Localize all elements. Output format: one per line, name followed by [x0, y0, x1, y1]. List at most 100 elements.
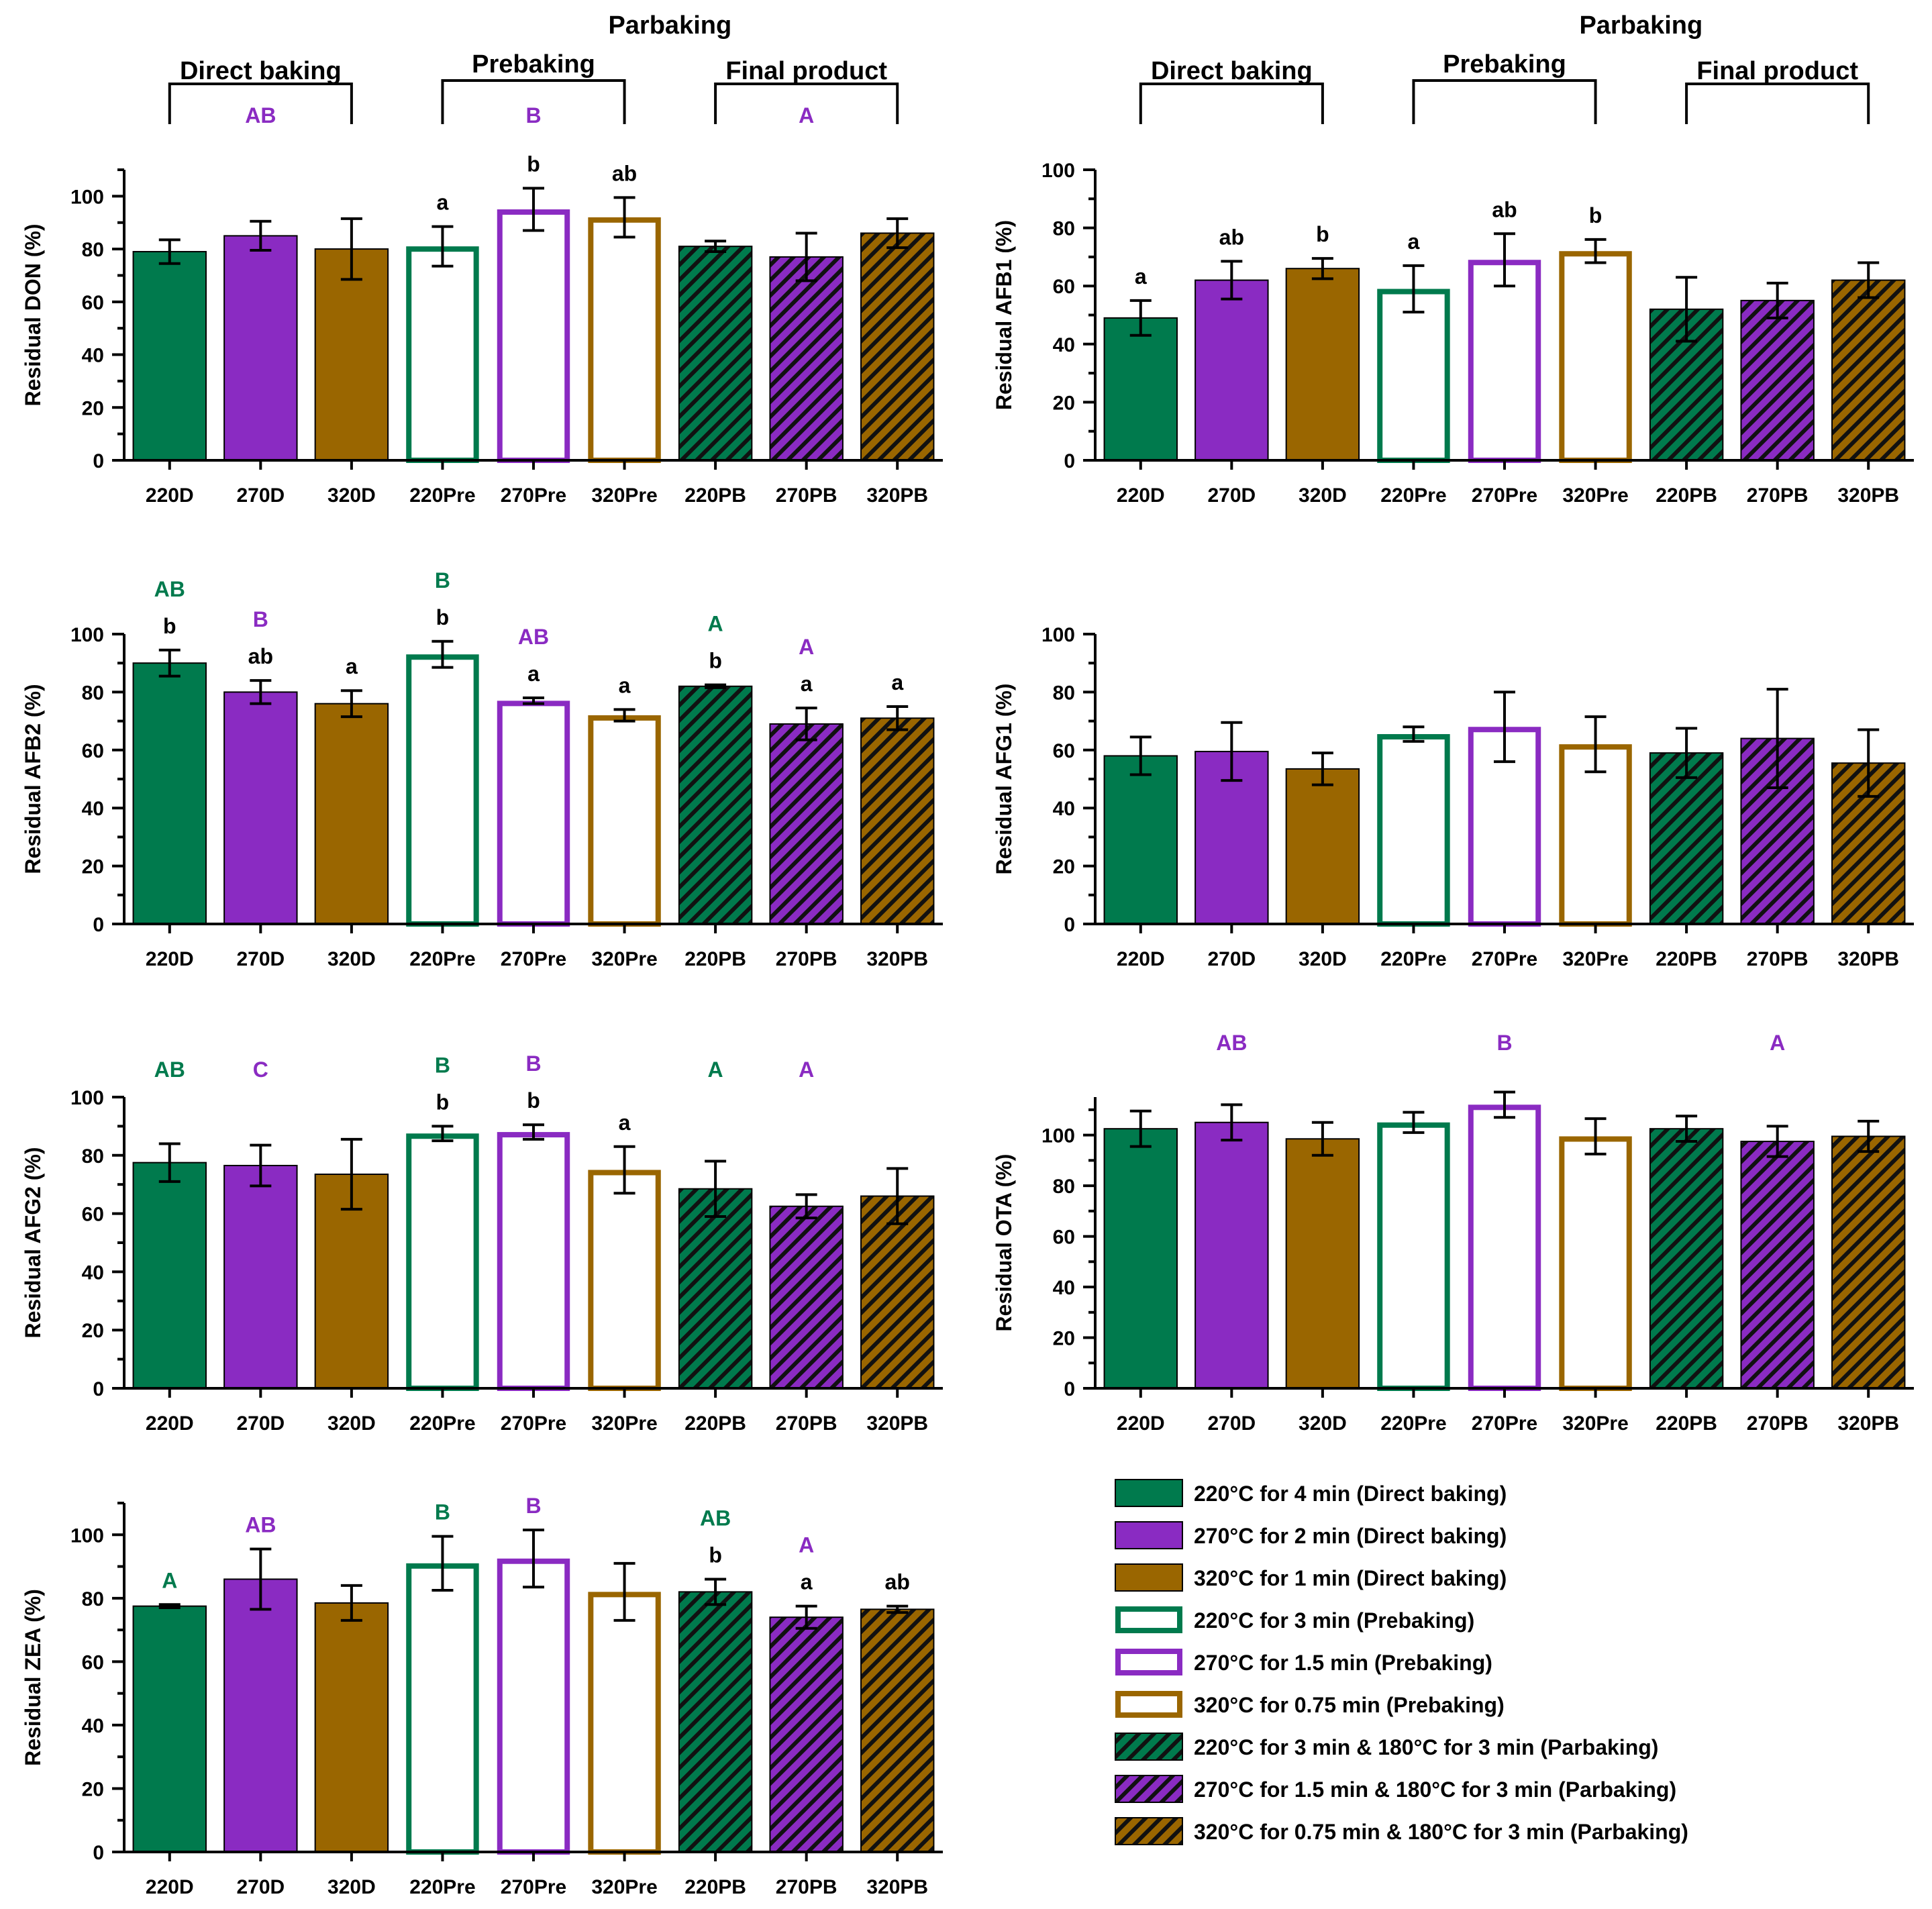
error-bar — [1311, 752, 1333, 786]
group-letter: C — [253, 1057, 268, 1082]
x-tick-label: 220D — [146, 484, 194, 507]
error-bar — [1676, 1115, 1698, 1143]
y-tick-label: 40 — [82, 798, 104, 820]
group-letter: B — [253, 607, 268, 631]
y-tick-label: 20 — [1053, 392, 1075, 414]
x-tick-label: 270PB — [1747, 948, 1809, 970]
y-tick-label: 60 — [82, 1204, 104, 1226]
error-bar — [1403, 264, 1425, 314]
legend-item: 270°C for 2 min (Direct baking) — [1115, 1521, 1507, 1549]
legend-label: 270°C for 1.5 min (Prebaking) — [1194, 1651, 1492, 1675]
x-tick-label: 270D — [1207, 1412, 1256, 1435]
legend-label: 320°C for 0.75 min (Prebaking) — [1194, 1693, 1505, 1717]
bar — [132, 251, 207, 461]
legend-label: 270°C for 2 min (Direct baking) — [1194, 1524, 1507, 1548]
y-tick-label: 0 — [93, 450, 104, 472]
error-bar — [705, 1578, 727, 1606]
bracket-label: Final product — [1696, 57, 1858, 85]
legend-item: 220°C for 4 min (Direct baking) — [1115, 1479, 1507, 1507]
group-letter: A — [1770, 1031, 1785, 1055]
group-letter: A — [708, 1057, 723, 1082]
error-bar — [158, 1142, 181, 1183]
x-tick-label: 270Pre — [501, 1412, 566, 1435]
x-tick-label: 270PB — [776, 1876, 837, 1898]
significance-letter: b — [436, 605, 450, 629]
significance-letter: ab — [885, 1570, 910, 1594]
bracket-label: Direct baking — [1151, 57, 1313, 85]
y-tick-label: 40 — [82, 1715, 104, 1737]
y-axis-label: Residual AFB1 (%) — [992, 220, 1016, 410]
legend-item: 320°C for 0.75 min (Prebaking) — [1115, 1691, 1505, 1718]
significance-letter: ab — [1492, 197, 1517, 221]
x-tick-label: 270Pre — [501, 948, 566, 970]
bracket-line — [168, 83, 353, 124]
header-bracket: Final product — [1685, 57, 1870, 124]
y-tick-label: 100 — [1041, 1125, 1075, 1147]
header-title: Parbaking — [608, 11, 731, 40]
x-tick-label: 220Pre — [409, 1876, 475, 1898]
legend-swatch — [1115, 1817, 1183, 1845]
y-tick-label: 0 — [93, 1842, 104, 1864]
group-letter: B — [525, 1494, 541, 1518]
error-bar — [1766, 281, 1788, 319]
x-tick-label: 270Pre — [1472, 948, 1537, 970]
y-tick-label: 60 — [1053, 276, 1075, 298]
x-tick-label: 320PB — [866, 948, 928, 970]
error-bar — [705, 683, 727, 689]
y-tick-label: 20 — [82, 397, 104, 419]
x-tick-label: 270D — [236, 1876, 285, 1898]
y-tick-label: 0 — [93, 914, 104, 936]
error-bar — [431, 639, 454, 669]
error-bar — [1311, 257, 1333, 280]
bar — [1468, 1104, 1541, 1392]
error-bar — [523, 187, 544, 232]
x-tick-label: 220Pre — [1380, 948, 1446, 970]
y-tick-label: 80 — [82, 682, 104, 704]
error-bar — [1221, 721, 1243, 782]
error-bar — [523, 1529, 544, 1589]
x-tick-label: 270PB — [776, 1412, 837, 1435]
bar — [1831, 279, 1906, 461]
x-tick-label: 220D — [1117, 948, 1165, 970]
error-bar — [250, 1143, 272, 1188]
bar — [678, 685, 753, 925]
legend-swatch — [1115, 1563, 1183, 1592]
error-bar — [431, 1535, 454, 1592]
x-tick-label: 270D — [1207, 484, 1256, 507]
group-letter: AB — [700, 1506, 731, 1530]
error-bar — [795, 231, 817, 282]
x-tick-label: 320D — [1299, 484, 1347, 507]
bar — [406, 1133, 479, 1391]
error-bar — [705, 240, 727, 254]
x-tick-label: 220PB — [1656, 948, 1717, 970]
y-tick-label: 60 — [82, 740, 104, 762]
x-tick-label: 320PB — [866, 1876, 928, 1898]
y-tick-label: 80 — [82, 1588, 104, 1610]
bar — [1559, 744, 1632, 927]
group-letter: A — [799, 103, 814, 127]
bar — [860, 232, 935, 461]
y-tick-label: 20 — [82, 1778, 104, 1800]
group-letter: A — [799, 635, 814, 659]
error-bar — [886, 705, 909, 731]
significance-letter: b — [527, 1088, 540, 1113]
bar — [1377, 1122, 1450, 1391]
x-tick-label: 270PB — [1747, 484, 1809, 507]
error-bar — [1858, 261, 1880, 299]
legend-label: 270°C for 1.5 min & 180°C for 3 min (Par… — [1194, 1777, 1676, 1802]
y-tick-label: 0 — [1064, 914, 1075, 936]
header-bracket: Prebaking — [1412, 50, 1597, 124]
significance-letter: b — [709, 1543, 722, 1567]
error-bar — [613, 1561, 635, 1622]
bracket-line — [441, 79, 626, 124]
group-letter: A — [162, 1568, 177, 1592]
bar — [1194, 279, 1269, 461]
bar — [678, 1188, 753, 1389]
x-tick-label: 270Pre — [501, 484, 566, 507]
legend-item: 270°C for 1.5 min & 180°C for 3 min (Par… — [1115, 1775, 1676, 1803]
legend-swatch — [1115, 1775, 1183, 1803]
bar — [223, 1578, 298, 1853]
x-tick-label: 320D — [327, 1876, 376, 1898]
bar — [588, 715, 661, 927]
